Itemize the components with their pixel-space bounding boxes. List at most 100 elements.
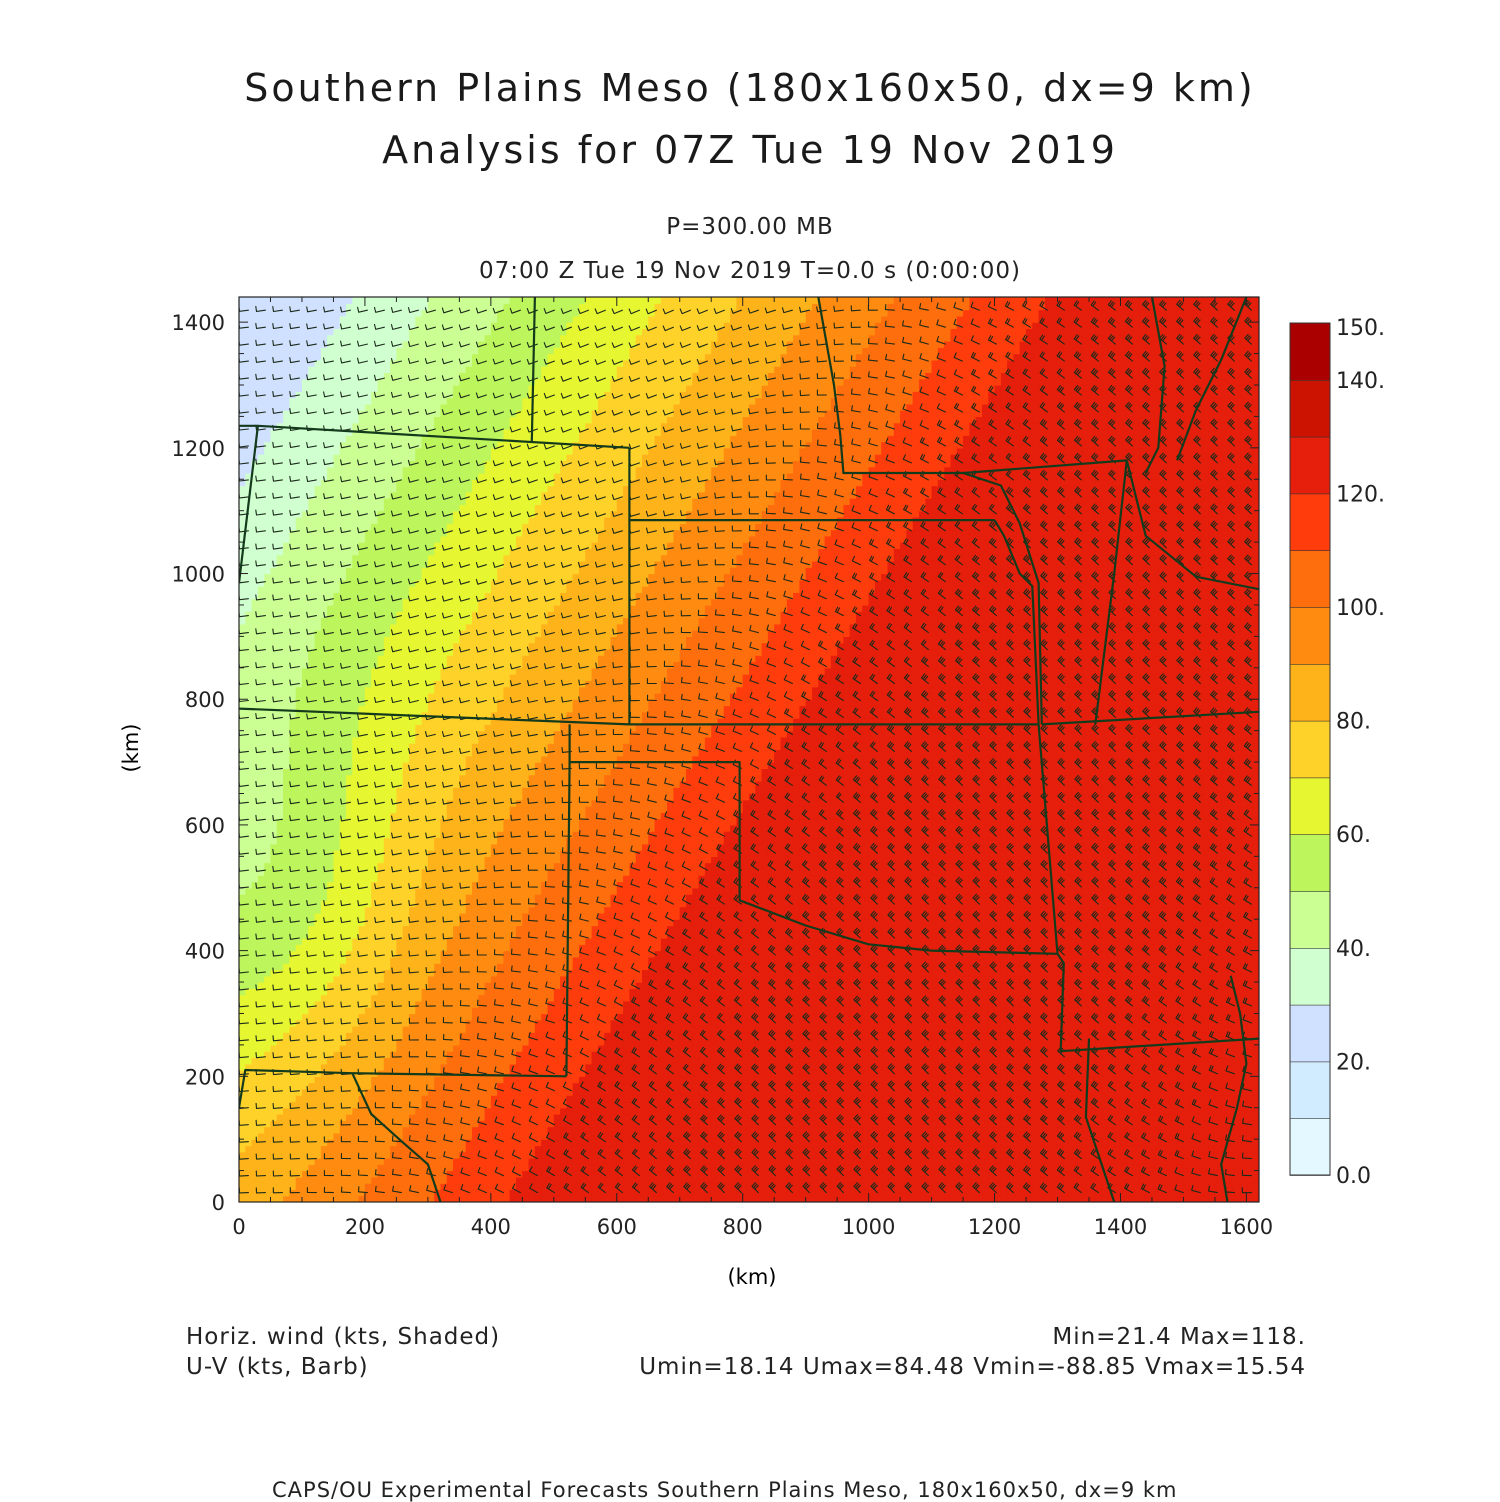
shade-cell <box>383 919 391 927</box>
shade-cell <box>383 605 391 612</box>
shade-cell <box>434 699 442 707</box>
shade-cell <box>270 1063 278 1071</box>
shade-cell <box>409 1164 416 1172</box>
shade-cell <box>289 510 297 518</box>
shade-cell <box>434 315 442 323</box>
shade-cell <box>446 429 454 436</box>
shade-cell <box>327 315 334 323</box>
shade-cell <box>390 875 397 883</box>
shade-cell <box>339 730 347 738</box>
shade-cell <box>339 1114 347 1121</box>
shade-cell <box>314 561 322 568</box>
shade-cell <box>440 674 448 681</box>
shade-cell <box>302 881 309 889</box>
shade-cell <box>239 642 246 650</box>
shade-cell <box>308 762 316 769</box>
shade-cell <box>283 605 290 612</box>
shade-cell <box>257 875 265 883</box>
shade-cell <box>396 315 404 323</box>
shade-cell <box>346 780 353 788</box>
shade-cell <box>257 1038 265 1046</box>
shade-cell <box>270 315 278 323</box>
shade-cell <box>396 535 404 543</box>
shade-cell <box>396 1088 404 1096</box>
shade-cell <box>239 812 246 820</box>
shade-cell <box>427 529 435 537</box>
shade-cell <box>308 1032 316 1040</box>
shade-cell <box>333 429 341 436</box>
shade-cell <box>320 517 328 524</box>
shade-cell <box>427 1107 435 1115</box>
shade-cell <box>427 378 435 386</box>
shade-cell <box>320 1114 328 1121</box>
shade-cell <box>245 1044 253 1052</box>
shade-cell <box>409 931 416 939</box>
shade-cell <box>339 372 347 380</box>
shade-cell <box>314 661 322 669</box>
shade-cell <box>239 498 246 505</box>
shade-cell <box>358 1114 366 1121</box>
shade-cell <box>352 850 360 857</box>
shade-cell <box>434 598 442 606</box>
shade-cell <box>276 617 284 625</box>
shade-cell <box>257 315 265 323</box>
shade-cell <box>390 353 397 361</box>
shade-cell <box>453 931 460 939</box>
shade-cell <box>295 919 303 927</box>
shade-cell <box>270 623 278 631</box>
shade-cell <box>314 1019 322 1027</box>
shade-cell <box>283 598 290 606</box>
shade-cell <box>257 818 265 826</box>
shade-cell <box>446 1107 454 1115</box>
shade-cell <box>327 856 334 864</box>
shade-cell <box>421 1057 429 1065</box>
shade-cell <box>409 554 416 562</box>
shade-cell <box>295 592 303 600</box>
shade-cell <box>333 347 341 355</box>
shade-cell <box>440 875 448 883</box>
shade-cell <box>427 586 435 593</box>
shade-cell <box>415 749 423 757</box>
shade-cell <box>434 975 442 983</box>
shade-cell <box>302 579 309 587</box>
shade-cell <box>346 705 353 713</box>
shade-cell <box>434 504 442 512</box>
shade-cell <box>421 1095 429 1103</box>
shade-cell <box>302 862 309 870</box>
shade-cell <box>434 674 442 681</box>
shade-cell <box>346 410 353 417</box>
shade-cell <box>352 900 360 908</box>
shade-cell <box>383 862 391 870</box>
shade-cell <box>396 837 404 845</box>
shade-cell <box>276 529 284 537</box>
shade-cell <box>402 347 410 355</box>
shade-cell <box>283 1145 290 1153</box>
shade-cell <box>421 969 429 977</box>
shade-cell <box>396 517 404 524</box>
shade-cell <box>302 1132 309 1140</box>
shade-cell <box>239 309 246 317</box>
shade-cell <box>453 1189 460 1197</box>
shade-cell <box>251 667 259 675</box>
shade-cell <box>264 297 272 304</box>
shade-cell <box>314 303 322 311</box>
shade-cell <box>308 429 316 436</box>
shade-cell <box>289 956 297 964</box>
shade-cell <box>377 1101 385 1109</box>
shade-cell <box>402 799 410 807</box>
shade-cell <box>333 837 341 845</box>
shade-cell <box>352 925 360 933</box>
shade-cell <box>327 542 334 549</box>
shade-cell <box>358 372 366 380</box>
shade-cell <box>327 994 334 1002</box>
shade-cell <box>333 366 341 373</box>
shade-cell <box>364 812 372 820</box>
shade-cell <box>453 956 460 964</box>
shade-cell <box>308 1038 316 1046</box>
shade-cell <box>245 1132 253 1140</box>
shade-cell <box>346 1145 353 1153</box>
shade-cell <box>402 454 410 461</box>
shade-cell <box>257 963 265 971</box>
shade-cell <box>446 730 454 738</box>
shade-cell <box>415 1095 423 1103</box>
